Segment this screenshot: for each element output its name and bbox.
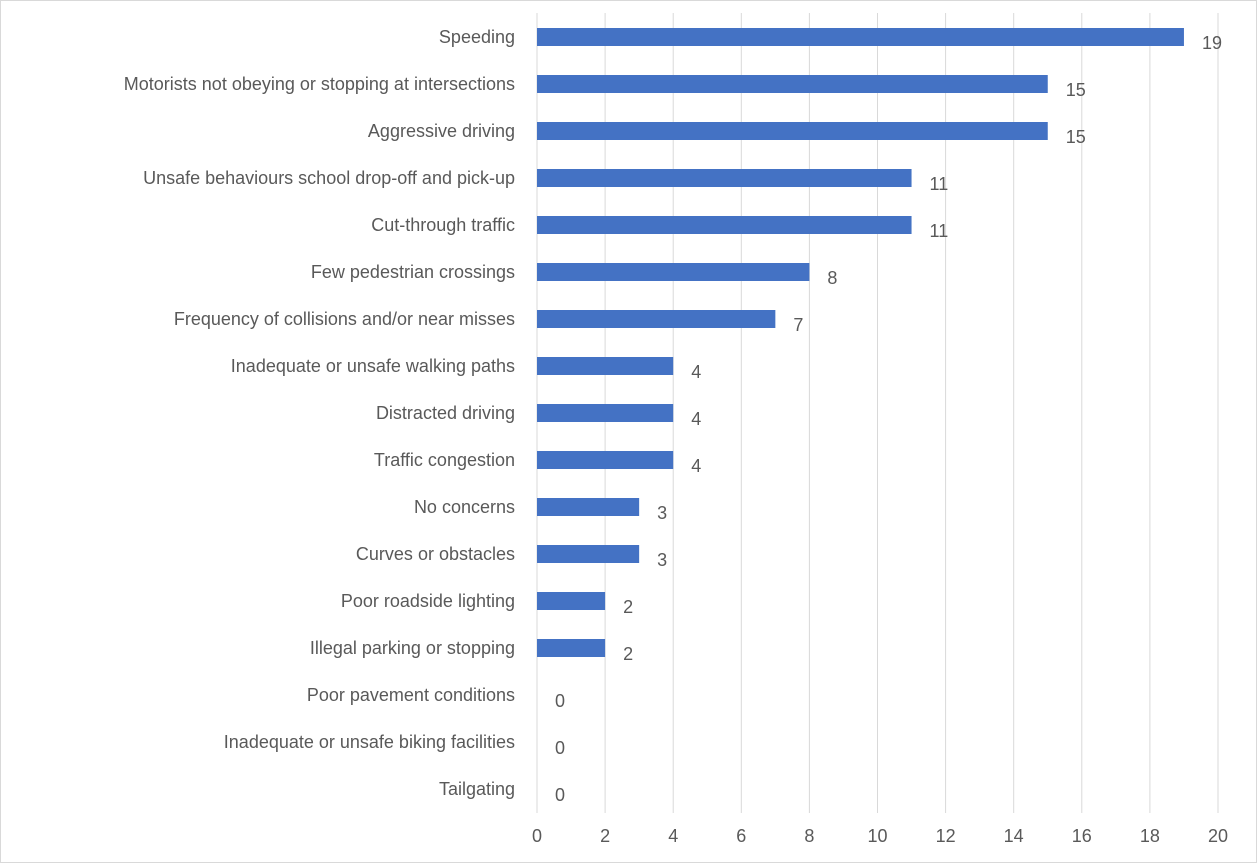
- x-tick-label: 6: [736, 826, 746, 846]
- category-label: Aggressive driving: [368, 121, 515, 141]
- category-label: Illegal parking or stopping: [310, 638, 515, 658]
- data-label: 7: [793, 315, 803, 335]
- x-tick-label: 16: [1072, 826, 1092, 846]
- category-label: Frequency of collisions and/or near miss…: [174, 309, 515, 329]
- bar: [537, 216, 912, 234]
- data-label: 4: [691, 409, 701, 429]
- data-label: 0: [555, 691, 565, 711]
- x-tick-label: 8: [804, 826, 814, 846]
- x-tick-label: 14: [1004, 826, 1024, 846]
- category-label: Tailgating: [439, 779, 515, 799]
- data-label: 11: [930, 221, 949, 241]
- category-label: Speeding: [439, 27, 515, 47]
- bar: [537, 592, 606, 610]
- x-tick-label: 0: [532, 826, 542, 846]
- category-label: No concerns: [414, 497, 515, 517]
- x-axis-tick-labels: 0 2 4 6 8 10 12 14 16 18 20: [532, 826, 1228, 846]
- bar: [537, 263, 810, 281]
- bar: [537, 169, 912, 187]
- data-label: 11: [930, 174, 949, 194]
- category-label: Poor roadside lighting: [341, 591, 515, 611]
- category-label: Motorists not obeying or stopping at int…: [124, 74, 515, 94]
- data-label: 19: [1202, 33, 1222, 53]
- data-label: 2: [623, 597, 633, 617]
- data-label: 3: [657, 550, 667, 570]
- data-label: 2: [623, 644, 633, 664]
- data-label: 15: [1066, 127, 1086, 147]
- bar: [537, 451, 674, 469]
- bar: [537, 75, 1048, 93]
- data-label: 3: [657, 503, 667, 523]
- category-label: Traffic congestion: [374, 450, 515, 470]
- data-labels: 19 15 15 11 11 8 7 4 4 4 3 3 2 2 0 0 0: [555, 33, 1222, 805]
- bar: [537, 404, 674, 422]
- category-label: Inadequate or unsafe walking paths: [231, 356, 515, 376]
- data-label: 4: [691, 456, 701, 476]
- category-label: Few pedestrian crossings: [311, 262, 515, 282]
- bar: [537, 639, 606, 657]
- data-label: 0: [555, 738, 565, 758]
- bar: [537, 28, 1184, 46]
- x-tick-label: 18: [1140, 826, 1160, 846]
- x-tick-label: 2: [600, 826, 610, 846]
- x-tick-label: 10: [867, 826, 887, 846]
- bar: [537, 545, 640, 563]
- x-tick-label: 4: [668, 826, 678, 846]
- bars: [537, 28, 1184, 657]
- bar: [537, 122, 1048, 140]
- category-label: Distracted driving: [376, 403, 515, 423]
- bar: [537, 310, 776, 328]
- category-label: Inadequate or unsafe biking facilities: [224, 732, 515, 752]
- category-label: Poor pavement conditions: [307, 685, 515, 705]
- data-label: 4: [691, 362, 701, 382]
- data-label: 0: [555, 785, 565, 805]
- gridlines: [536, 13, 1219, 813]
- category-label: Cut-through traffic: [371, 215, 515, 235]
- category-label: Unsafe behaviours school drop-off and pi…: [143, 168, 515, 188]
- bar: [537, 357, 674, 375]
- x-tick-label: 20: [1208, 826, 1228, 846]
- category-labels: Speeding Motorists not obeying or stoppin…: [124, 27, 515, 799]
- bar: [537, 498, 640, 516]
- data-label: 8: [827, 268, 837, 288]
- data-label: 15: [1066, 80, 1086, 100]
- category-label: Curves or obstacles: [356, 544, 515, 564]
- x-tick-label: 12: [936, 826, 956, 846]
